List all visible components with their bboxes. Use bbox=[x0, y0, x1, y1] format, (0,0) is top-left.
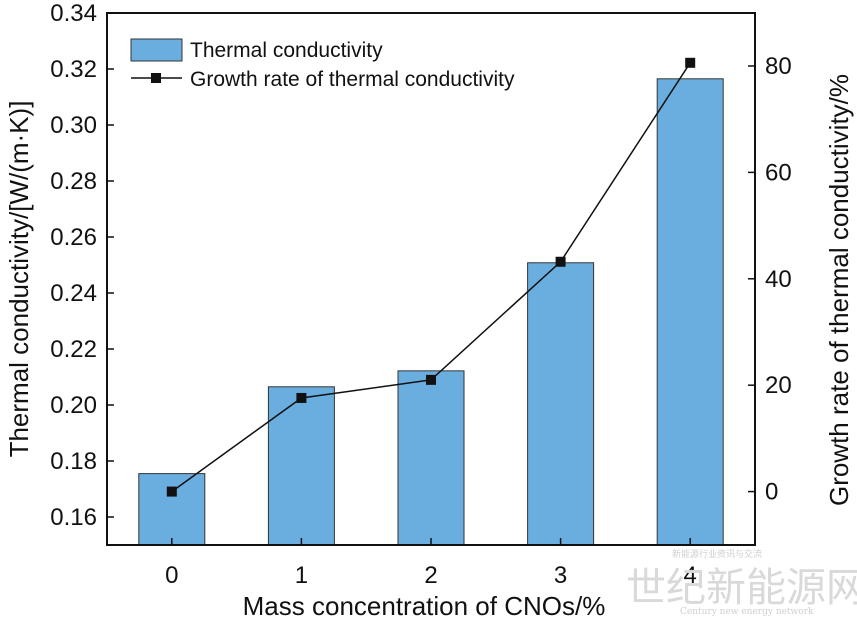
growth-point-1 bbox=[296, 392, 307, 403]
growth-point-0 bbox=[166, 486, 177, 497]
left-tick-label-0.26: 0.26 bbox=[50, 224, 97, 251]
left-tick-label-0.30: 0.30 bbox=[50, 112, 97, 139]
left-tick-label-0.18: 0.18 bbox=[50, 448, 97, 475]
legend-bar-swatch bbox=[130, 38, 183, 62]
left-y-axis-title: Thermal conductivity/[W/(m·K)] bbox=[4, 101, 34, 458]
bar-1 bbox=[267, 386, 335, 546]
watermark-brand: 世纪新能源网 bbox=[626, 565, 857, 611]
x-tick-label-4: 4 bbox=[684, 562, 697, 589]
legend: Thermal conductivity Growth rate of ther… bbox=[130, 38, 515, 91]
right-tick-label-60: 60 bbox=[765, 159, 792, 186]
bar-2 bbox=[397, 370, 465, 546]
watermark-tag: 新能源行业资讯与交流 bbox=[672, 548, 762, 560]
growth-point-4 bbox=[685, 57, 696, 68]
watermark: 新能源行业资讯与交流 世纪新能源网 Century new energy net… bbox=[626, 548, 857, 617]
bar-4 bbox=[656, 78, 724, 546]
legend-line-marker bbox=[151, 73, 161, 83]
growth-line-layer bbox=[166, 57, 696, 497]
legend-line-label: Growth rate of thermal conductivity bbox=[190, 68, 515, 91]
x-tick-label-0: 0 bbox=[165, 562, 178, 589]
bars-layer bbox=[138, 78, 724, 546]
growth-point-2 bbox=[426, 374, 436, 385]
left-tick-label-0.20: 0.20 bbox=[50, 392, 97, 419]
right-y-axis-title: Growth rate of thermal conductivity/% bbox=[824, 74, 854, 506]
left-tick-label-0.34: 0.34 bbox=[50, 0, 97, 27]
x-tick-label-1: 1 bbox=[295, 562, 308, 589]
left-tick-label-0.32: 0.32 bbox=[50, 56, 97, 83]
legend-bar-label: Thermal conductivity bbox=[190, 39, 383, 62]
x-axis-title: Mass concentration of CNOs/% bbox=[243, 591, 606, 621]
x-tick-label-3: 3 bbox=[554, 562, 567, 589]
bar-3 bbox=[527, 262, 595, 546]
left-tick-label-0.22: 0.22 bbox=[50, 336, 97, 363]
ticks-layer: 0.16 0.18 0.20 0.22 0.24 0.26 0.28 0.30 0.32 0.34… bbox=[50, 0, 791, 589]
right-tick-label-0: 0 bbox=[765, 479, 778, 506]
watermark-english: Century new energy network bbox=[680, 607, 814, 617]
right-tick-label-80: 80 bbox=[765, 53, 792, 80]
left-tick-label-0.16: 0.16 bbox=[50, 504, 97, 531]
x-tick-label-2: 2 bbox=[424, 562, 437, 589]
bar-0 bbox=[138, 473, 206, 546]
right-tick-label-20: 20 bbox=[765, 372, 792, 399]
left-tick-label-0.28: 0.28 bbox=[50, 168, 97, 195]
left-tick-label-0.24: 0.24 bbox=[50, 280, 97, 307]
growth-point-3 bbox=[555, 256, 566, 267]
right-tick-label-40: 40 bbox=[765, 266, 792, 293]
